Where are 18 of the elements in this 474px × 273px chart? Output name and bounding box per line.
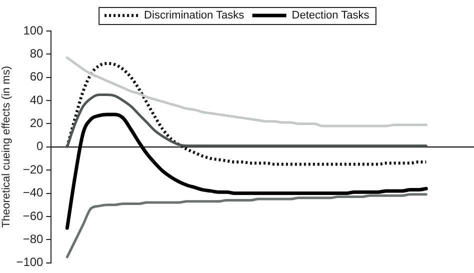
y-axis-title: Theoretical cueing effects (in ms) xyxy=(0,66,13,228)
legend-label: Detection Tasks xyxy=(292,10,370,22)
y-tick-label: −40 xyxy=(22,186,44,200)
line-series xyxy=(66,193,428,258)
legend-label: Discrimination Tasks xyxy=(144,10,245,22)
y-tick-label: 60 xyxy=(30,70,44,84)
line-series xyxy=(66,93,428,148)
y-tick-label: −60 xyxy=(22,208,44,223)
y-tick-label: 80 xyxy=(30,46,44,60)
line-series xyxy=(66,56,428,128)
y-tick-label: 40 xyxy=(30,92,44,107)
y-tick-label: 0 xyxy=(36,139,44,154)
y-tick-label: 100 xyxy=(23,23,44,38)
y-tick-label: 20 xyxy=(30,116,44,130)
y-tick-label: −100 xyxy=(16,255,44,270)
y-tick-label: −80 xyxy=(22,232,44,246)
line-series xyxy=(66,62,428,166)
y-tick-label: −20 xyxy=(22,162,44,176)
